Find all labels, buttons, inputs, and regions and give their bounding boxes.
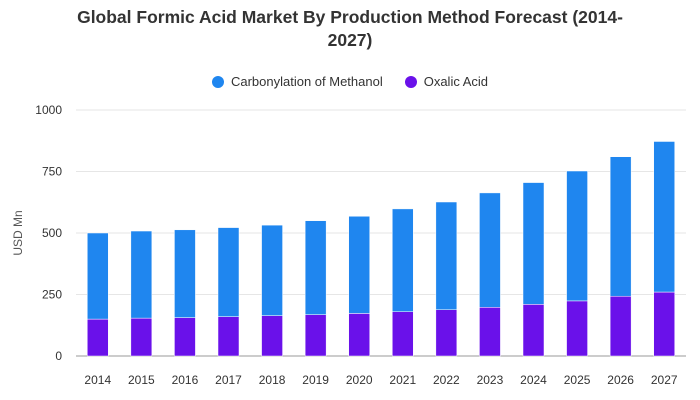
x-tick-label-2015: 2015 [128, 373, 155, 387]
bar-carbonylation-of-methanol-2024 [522, 182, 545, 305]
legend-label-carbonylation: Carbonylation of Methanol [230, 74, 383, 89]
bar-carbonylation-of-methanol-2015 [130, 230, 153, 319]
bar-carbonylation-of-methanol-2014 [87, 232, 109, 320]
y-tick-label-0: 0 [55, 349, 62, 363]
x-tick-label-2016: 2016 [172, 373, 199, 387]
legend-label-oxalic: Oxalic Acid [423, 74, 489, 89]
bar-oxalic-acid-2027 [653, 291, 675, 357]
bar-carbonylation-of-methanol-2025 [566, 170, 588, 302]
x-tick-label-2024: 2024 [520, 373, 547, 387]
bar-oxalic-acid-2015 [130, 317, 153, 357]
bar-oxalic-acid-2022 [435, 309, 458, 357]
legend-dot-oxalic [404, 75, 417, 88]
x-tick-label-2018: 2018 [259, 373, 286, 387]
y-tick-label-1000: 1000 [35, 103, 62, 117]
legend-item-carbonylation[interactable]: Carbonylation of Methanol [211, 74, 383, 89]
chart-title-line-1: Global Formic Acid Market By Production … [77, 7, 623, 27]
y-tick-label-750: 750 [42, 165, 62, 179]
bar-carbonylation-of-methanol-2023 [479, 192, 501, 308]
x-tick-label-2014: 2014 [84, 373, 111, 387]
x-tick-label-2027: 2027 [651, 373, 678, 387]
x-tick-label-2025: 2025 [564, 373, 591, 387]
bar-carbonylation-of-methanol-2016 [174, 229, 196, 318]
bar-oxalic-acid-2018 [261, 315, 283, 357]
chart-title-line-2: 2027) [327, 30, 373, 50]
bar-oxalic-acid-2019 [304, 314, 327, 357]
x-tick-label-2026: 2026 [607, 373, 634, 387]
bar-oxalic-acid-2024 [522, 304, 545, 357]
bar-oxalic-acid-2023 [479, 307, 501, 357]
x-tick-label-2019: 2019 [302, 373, 329, 387]
bar-oxalic-acid-2017 [217, 316, 240, 357]
bar-oxalic-acid-2016 [174, 317, 196, 357]
y-axis-label: USD Mn [11, 210, 25, 255]
bar-oxalic-acid-2025 [566, 300, 588, 357]
bar-carbonylation-of-methanol-2026 [609, 156, 632, 297]
bar-carbonylation-of-methanol-2021 [392, 208, 414, 312]
x-tick-label-2023: 2023 [477, 373, 504, 387]
y-tick-label-500: 500 [42, 226, 62, 240]
x-tick-label-2021: 2021 [389, 373, 416, 387]
x-tick-label-2020: 2020 [346, 373, 373, 387]
chart-legend: Carbonylation of Methanol Oxalic Acid [0, 74, 700, 89]
y-tick-label-250: 250 [42, 288, 62, 302]
bar-carbonylation-of-methanol-2020 [348, 216, 370, 314]
legend-item-oxalic[interactable]: Oxalic Acid [404, 74, 489, 89]
bar-carbonylation-of-methanol-2017 [217, 227, 240, 317]
x-tick-label-2022: 2022 [433, 373, 460, 387]
bar-oxalic-acid-2026 [609, 295, 632, 357]
bar-oxalic-acid-2020 [348, 313, 370, 357]
bar-oxalic-acid-2021 [392, 311, 414, 357]
bar-carbonylation-of-methanol-2022 [435, 201, 458, 311]
chart-title: Global Formic Acid Market By Production … [0, 6, 700, 52]
legend-dot-carbonylation [211, 75, 224, 88]
x-tick-label-2017: 2017 [215, 373, 242, 387]
bar-carbonylation-of-methanol-2027 [653, 141, 675, 293]
bar-carbonylation-of-methanol-2018 [261, 224, 283, 316]
bar-carbonylation-of-methanol-2019 [304, 220, 327, 315]
bar-oxalic-acid-2014 [87, 318, 109, 357]
